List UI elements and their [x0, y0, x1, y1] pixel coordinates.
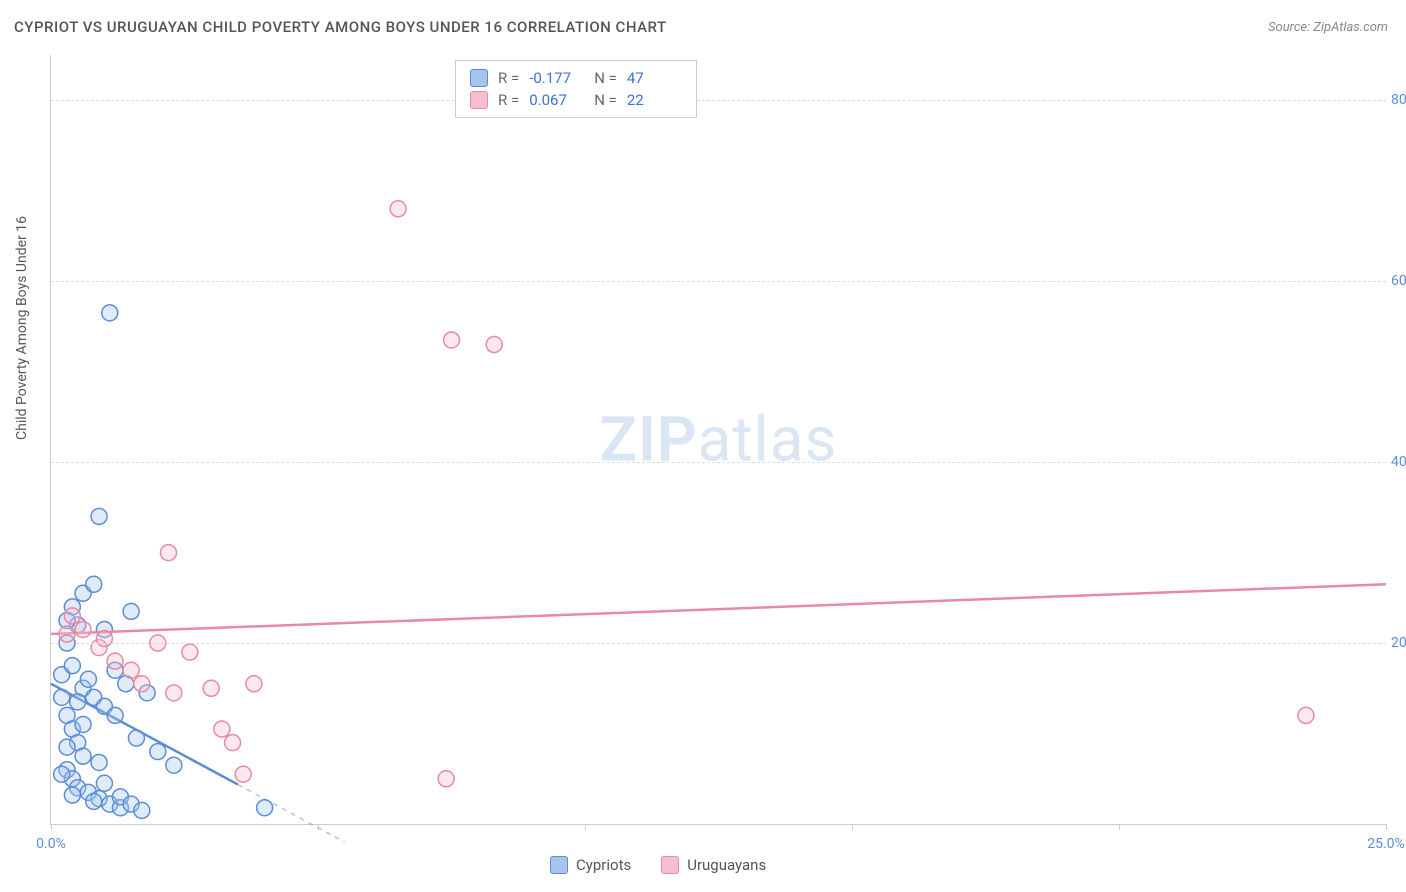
data-point — [64, 658, 80, 674]
legend-item-cypriots: Cypriots — [550, 856, 631, 874]
x-tick-mark — [1386, 824, 1387, 830]
r-value-uruguayans: 0.067 — [529, 91, 584, 109]
data-point — [134, 802, 150, 818]
y-tick-label: 40.0% — [1391, 454, 1406, 470]
data-point — [123, 662, 139, 678]
data-point — [64, 608, 80, 624]
data-point — [150, 744, 166, 760]
data-point — [235, 766, 251, 782]
data-point — [486, 337, 502, 353]
data-point — [64, 787, 80, 803]
data-point — [182, 644, 198, 660]
data-point — [54, 766, 70, 782]
data-point — [257, 800, 273, 816]
x-tick-label: 25.0% — [1367, 836, 1405, 852]
x-tick-label: 0.0% — [36, 836, 66, 852]
data-point — [203, 680, 219, 696]
r-value-cypriots: -0.177 — [529, 69, 584, 87]
data-point — [214, 721, 230, 737]
data-point — [246, 676, 262, 692]
series-legend: Cypriots Uruguayans — [550, 856, 766, 874]
legend-item-uruguayans: Uruguayans — [661, 856, 766, 874]
y-tick-label: 80.0% — [1391, 92, 1406, 108]
gridline-h — [51, 100, 1386, 101]
data-point — [1298, 707, 1314, 723]
data-point — [59, 739, 75, 755]
data-point — [86, 793, 102, 809]
gridline-h — [51, 643, 1386, 644]
stats-row-uruguayans: R = 0.067 N = 22 — [470, 89, 682, 111]
data-point — [96, 631, 112, 647]
data-point — [91, 754, 107, 770]
n-value-uruguayans: 22 — [627, 91, 682, 109]
gridline-h — [51, 281, 1386, 282]
gridline-h — [51, 462, 1386, 463]
data-point — [160, 545, 176, 561]
data-point — [80, 671, 96, 687]
legend-label-uruguayans: Uruguayans — [687, 856, 766, 874]
data-point — [54, 689, 70, 705]
data-point — [75, 716, 91, 732]
r-label: R = — [498, 91, 519, 109]
legend-swatch-uruguayans — [661, 856, 679, 874]
data-point — [166, 685, 182, 701]
x-tick-mark — [318, 824, 319, 830]
data-point — [123, 603, 139, 619]
data-point — [107, 707, 123, 723]
stats-legend: R = -0.177 N = 47 R = 0.067 N = 22 — [455, 60, 697, 118]
n-value-cypriots: 47 — [627, 69, 682, 87]
plot-area: ZIPatlas 20.0%40.0%60.0%80.0%0.0%25.0% — [50, 55, 1386, 825]
data-point — [444, 332, 460, 348]
legend-swatch-cypriots — [550, 856, 568, 874]
chart-svg — [51, 55, 1386, 824]
stats-row-cypriots: R = -0.177 N = 47 — [470, 67, 682, 89]
data-point — [91, 508, 107, 524]
x-tick-mark — [1119, 824, 1120, 830]
y-tick-label: 20.0% — [1391, 635, 1406, 651]
data-point — [86, 576, 102, 592]
data-point — [438, 771, 454, 787]
data-point — [128, 730, 144, 746]
data-point — [166, 757, 182, 773]
data-point — [70, 694, 86, 710]
y-axis-label: Child Poverty Among Boys Under 16 — [14, 216, 30, 440]
data-point — [134, 676, 150, 692]
data-point — [390, 201, 406, 217]
data-point — [107, 653, 123, 669]
y-tick-label: 60.0% — [1391, 273, 1406, 289]
data-point — [225, 735, 241, 751]
data-point — [75, 621, 91, 637]
data-point — [75, 748, 91, 764]
legend-label-cypriots: Cypriots — [576, 856, 631, 874]
n-label: N = — [594, 69, 617, 87]
swatch-uruguayans — [470, 91, 488, 109]
source-attribution: Source: ZipAtlas.com — [1268, 20, 1388, 35]
x-tick-mark — [585, 824, 586, 830]
data-point — [96, 775, 112, 791]
x-tick-mark — [852, 824, 853, 830]
n-label: N = — [594, 91, 617, 109]
r-label: R = — [498, 69, 519, 87]
chart-title: CYPRIOT VS URUGUAYAN CHILD POVERTY AMONG… — [14, 18, 667, 36]
data-point — [59, 626, 75, 642]
swatch-cypriots — [470, 69, 488, 87]
x-tick-mark — [51, 824, 52, 830]
data-point — [102, 305, 118, 321]
